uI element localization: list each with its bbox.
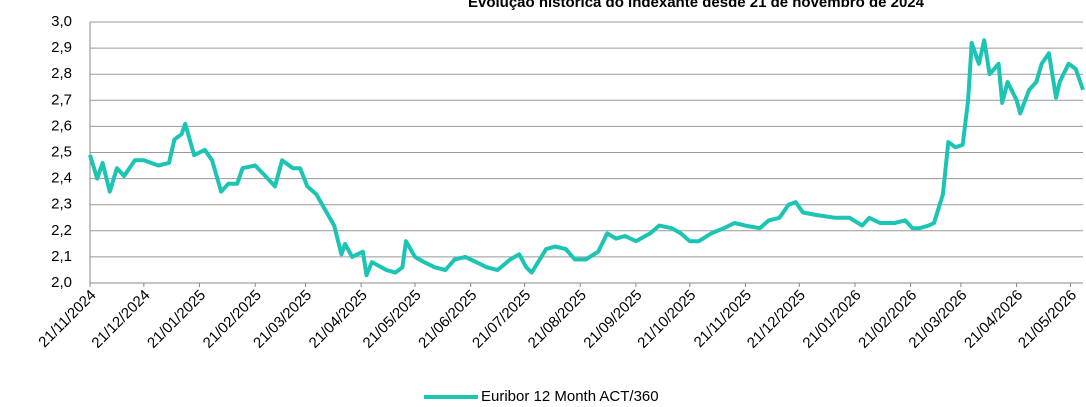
y-tick-label: 2,8	[51, 65, 72, 82]
y-tick-label: 3,0	[51, 13, 72, 30]
x-tick-label: 21/07/2025	[469, 287, 534, 352]
x-tick-label: 21/12/2025	[744, 287, 809, 352]
y-tick-label: 2,2	[51, 222, 72, 239]
x-tick-label: 21/05/2025	[360, 287, 425, 352]
legend-label: Euribor 12 Month ACT/360	[481, 388, 659, 405]
x-tick-label: 21/01/2025	[144, 287, 209, 352]
chart-title: Evolução histórica do indexante desde 21…	[468, 0, 925, 11]
y-tick-label: 2,0	[51, 274, 72, 291]
y-tick-label: 2,5	[51, 143, 72, 160]
y-tick-label: 2,1	[51, 248, 72, 265]
y-tick-label: 2,3	[51, 196, 72, 213]
x-tick-label: 21/12/2024	[88, 287, 153, 352]
x-tick-label: 21/01/2026	[799, 287, 864, 352]
data-line	[88, 38, 1085, 278]
y-tick-label: 2,7	[51, 91, 72, 108]
y-tick-label: 2,6	[51, 117, 72, 134]
x-tick-label: 21/08/2025	[525, 287, 590, 352]
x-tick-label: 21/10/2025	[634, 287, 699, 352]
y-tick-label: 2,4	[51, 170, 72, 187]
y-tick-label: 2,9	[51, 39, 72, 56]
x-tick-label: 21/05/2026	[1015, 287, 1080, 352]
